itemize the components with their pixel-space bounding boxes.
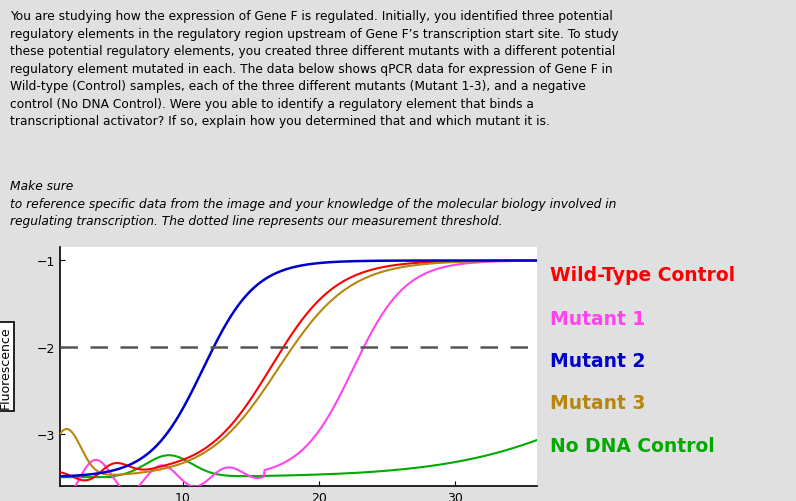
Text: Mutant 2: Mutant 2 xyxy=(550,351,646,370)
Text: Mutant 1: Mutant 1 xyxy=(550,310,645,329)
Text: Wild-Type Control: Wild-Type Control xyxy=(550,266,735,285)
Text: Fluorescence: Fluorescence xyxy=(0,326,11,408)
Text: Mutant 3: Mutant 3 xyxy=(550,393,646,412)
Text: Make sure
to reference specific data from the image and your knowledge of the mo: Make sure to reference specific data fro… xyxy=(10,180,616,228)
Text: You are studying how the expression of Gene F is regulated. Initially, you ident: You are studying how the expression of G… xyxy=(10,10,618,128)
Text: No DNA Control: No DNA Control xyxy=(550,436,715,455)
